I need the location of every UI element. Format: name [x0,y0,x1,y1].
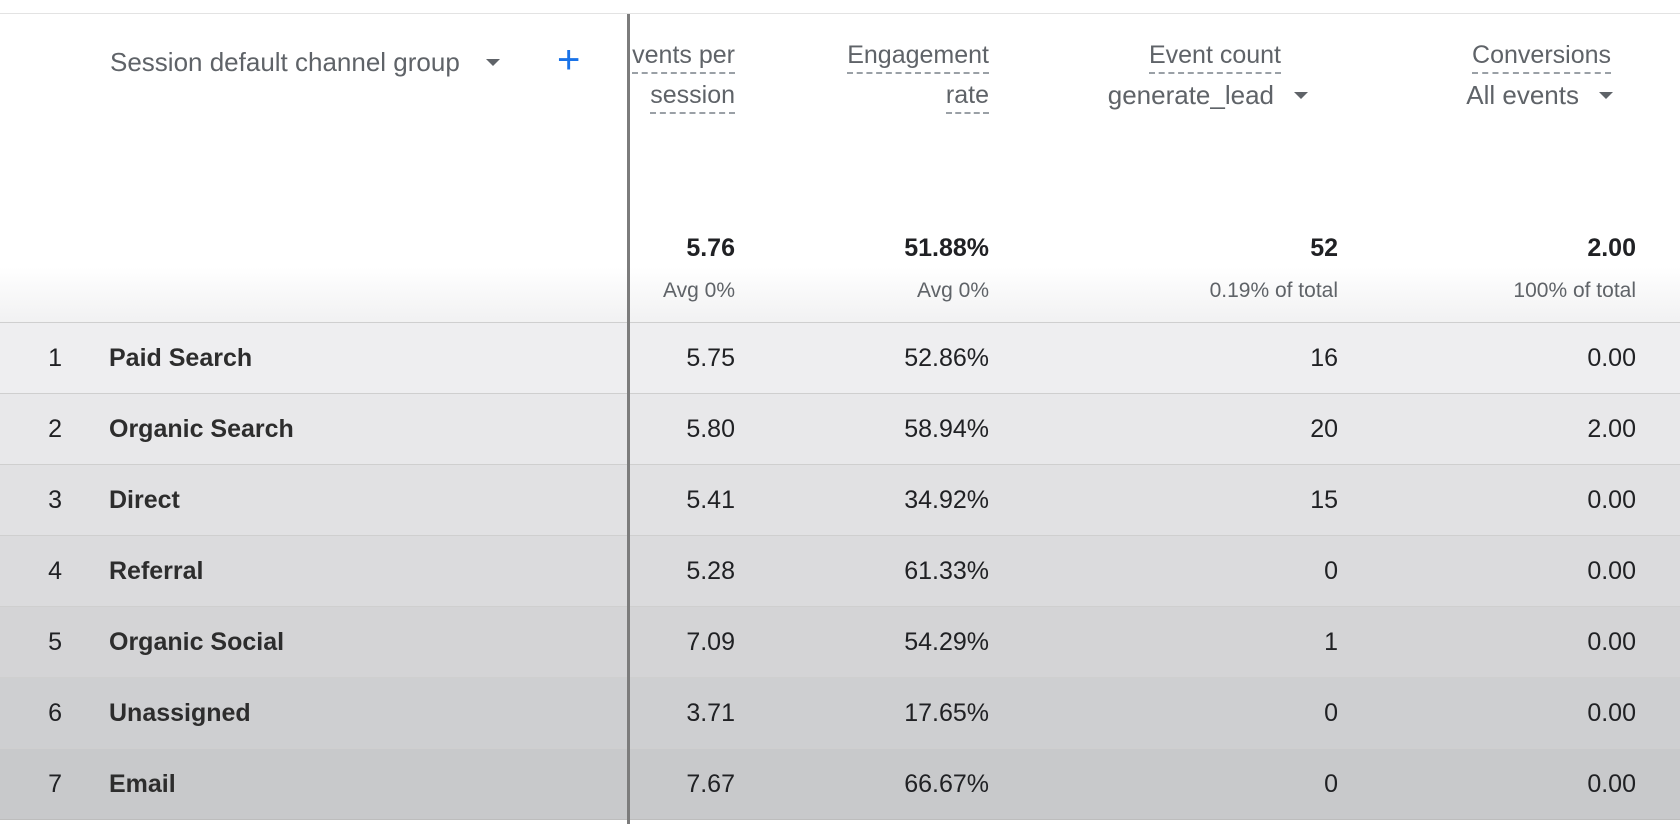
total-subtext: 0.19% of total [1209,279,1338,302]
table-row[interactable]: 7 Email 7.67 66.67% 0 0.00 [0,748,1680,820]
total-value: 51.88% [904,234,989,262]
engagement-rate-value: 17.65% [904,699,989,727]
total-subtext: Avg 0% [663,279,735,302]
events-per-session-value: 3.71 [686,699,735,727]
column-label-line: session [650,81,735,109]
engagement-rate-value: 54.29% [904,628,989,656]
event-count-value: 20 [1310,415,1338,443]
table-row[interactable]: 3 Direct 5.41 34.92% 15 0.00 [0,464,1680,535]
column-label-line: Conversions [1472,41,1611,69]
channel-name[interactable]: Paid Search [109,344,253,372]
conversions-value: 2.00 [1587,415,1636,443]
row-index: 2 [48,415,62,443]
total-value: 5.76 [686,234,735,262]
column-header-engagement-rate[interactable]: Engagement rate [847,40,989,114]
column-label-line: Event count [1148,41,1281,69]
row-index: 1 [48,344,62,372]
channel-name[interactable]: Unassigned [109,699,251,727]
table-row[interactable]: 5 Organic Social 7.09 54.29% 1 0.00 [0,606,1680,677]
table-row[interactable]: 1 Paid Search 5.75 52.86% 16 0.00 [0,322,1680,393]
conversions-value: 0.00 [1587,486,1636,514]
conversions-value: 0.00 [1587,770,1636,798]
engagement-rate-value: 66.67% [904,770,989,798]
column-label: vents per [632,40,735,74]
dimension-label: Session default channel group [110,46,460,77]
events-per-session-value: 5.75 [686,344,735,372]
channel-name[interactable]: Direct [109,486,180,514]
channel-name[interactable]: Organic Search [109,415,294,443]
column-label-line: Engagement [847,41,989,69]
engagement-rate-value: 61.33% [904,557,989,585]
event-count-value: 15 [1310,486,1338,514]
table-header [0,14,1680,323]
column-header-conversions[interactable]: Conversions All events [1466,40,1613,111]
event-count-value: 0 [1324,770,1338,798]
frozen-column-divider[interactable] [627,14,630,824]
engagement-rate-value: 34.92% [904,486,989,514]
engagement-rate-value: 58.94% [904,415,989,443]
caret-down-icon[interactable] [1294,92,1308,99]
conversions-value: 0.00 [1587,344,1636,372]
channel-name[interactable]: Referral [109,557,204,585]
row-index: 7 [48,770,62,798]
table-row[interactable]: 4 Referral 5.28 61.33% 0 0.00 [0,535,1680,606]
conversions-value: 0.00 [1587,699,1636,727]
engagement-rate-value: 52.86% [904,344,989,372]
row-index: 3 [48,486,62,514]
events-per-session-value: 5.28 [686,557,735,585]
channel-name[interactable]: Organic Social [109,628,285,656]
total-value: 52 [1310,234,1338,262]
event-count-value: 16 [1310,344,1338,372]
caret-down-icon[interactable] [485,58,500,66]
column-label: Event count [1148,40,1281,74]
event-count-value: 1 [1324,628,1338,656]
column-label-line: vents per [632,41,735,69]
conversion-event-selector-value: All events [1466,80,1579,110]
column-label: rate [945,80,989,114]
channel-name[interactable]: Email [109,770,176,798]
total-value: 2.00 [1587,234,1636,262]
conversions-value: 0.00 [1587,628,1636,656]
event-count-value: 0 [1324,699,1338,727]
dimension-selector[interactable]: Session default channel group [110,44,500,80]
conversions-value: 0.00 [1587,557,1636,585]
row-index: 4 [48,557,62,585]
total-subtext: Avg 0% [917,279,989,302]
total-subtext: 100% of total [1513,279,1636,302]
events-per-session-value: 5.80 [686,415,735,443]
row-index: 6 [48,699,62,727]
caret-down-icon[interactable] [1599,92,1613,99]
column-label: session [650,80,735,114]
events-per-session-value: 5.41 [686,486,735,514]
top-divider [0,13,1680,14]
table-row[interactable]: 6 Unassigned 3.71 17.65% 0 0.00 [0,677,1680,748]
column-label: Engagement [847,40,989,74]
conversion-event-selector[interactable]: All events [1466,80,1613,111]
column-header-events-per-session[interactable]: vents per session [632,40,735,114]
column-label: Conversions [1472,40,1611,74]
event-selector-value: generate_lead [1107,80,1274,110]
plus-icon[interactable]: + [557,38,581,82]
event-count-value: 0 [1324,557,1338,585]
events-per-session-value: 7.09 [686,628,735,656]
row-index: 5 [48,628,62,656]
events-per-session-value: 7.67 [686,770,735,798]
column-header-event-count[interactable]: Event count generate_lead [1108,40,1338,111]
column-label-line: rate [945,81,989,109]
table-row[interactable]: 2 Organic Search 5.80 58.94% 20 2.00 [0,393,1680,464]
event-selector[interactable]: generate_lead [1108,80,1338,111]
